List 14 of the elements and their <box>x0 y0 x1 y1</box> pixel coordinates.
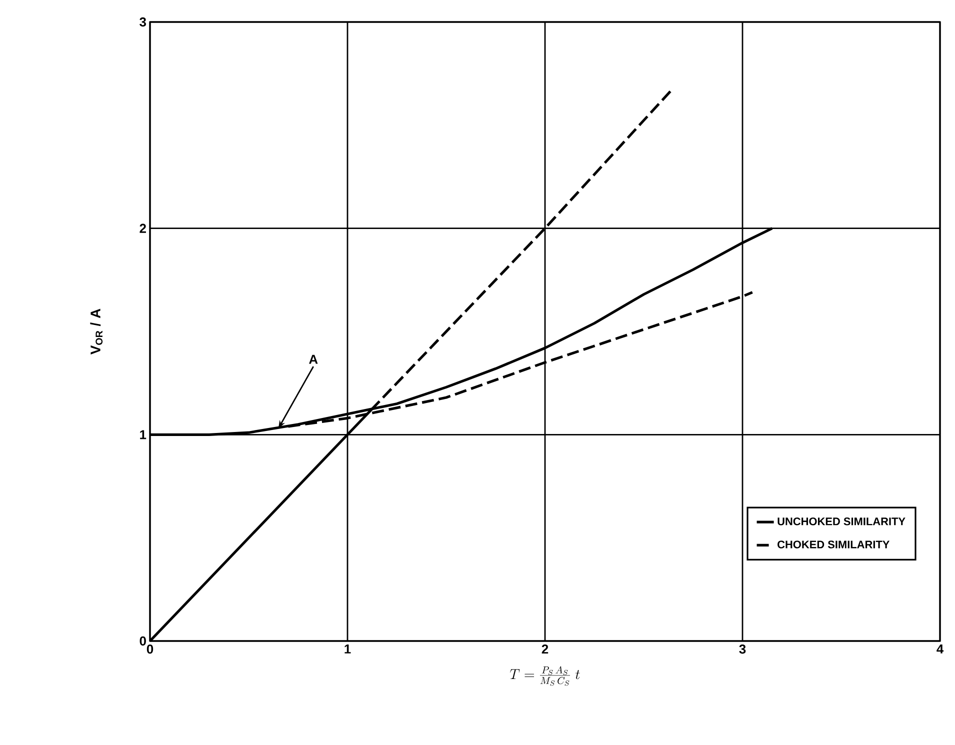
x-axis-title: $T = \frac{P_S\,A_S}{M_S\,C_S}\;t$ <box>510 666 580 686</box>
y-tick-label: 3 <box>140 17 146 27</box>
legend-label: CHOKED SIMILARITY <box>778 540 890 548</box>
x-tick-label: 2 <box>542 644 548 654</box>
x-tick-label: 4 <box>936 644 944 654</box>
y-tick-label: 0 <box>140 636 146 646</box>
x-tick-label: 0 <box>146 644 154 654</box>
x-tick-label: 3 <box>739 644 746 654</box>
x-tick-label: 1 <box>344 644 351 654</box>
y-tick-label: 2 <box>140 224 146 233</box>
y-axis-title: V$_{OR}$ / A <box>90 308 103 354</box>
y-tick-label: 1 <box>140 430 146 440</box>
annotation: A <box>309 354 318 364</box>
legend-label: UNCHOKED SIMILARITY <box>778 518 906 526</box>
